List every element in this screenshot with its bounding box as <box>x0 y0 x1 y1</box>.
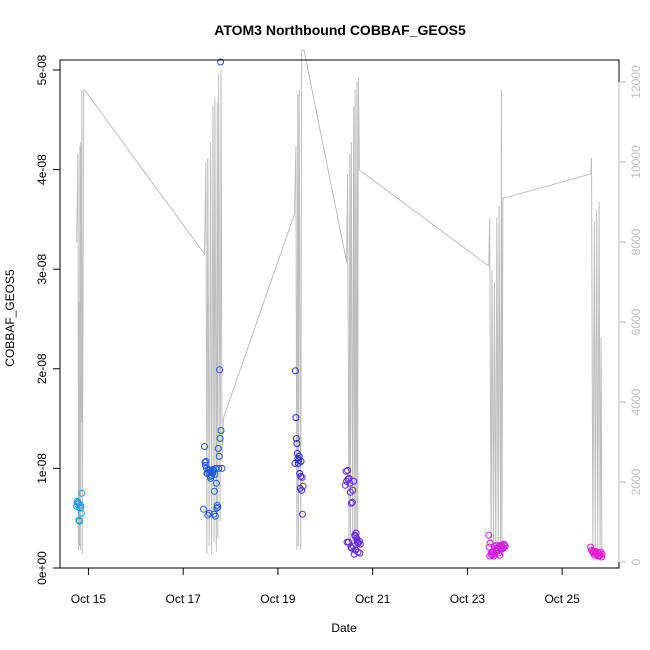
scatter-point <box>347 499 355 507</box>
scatter-point <box>492 546 500 554</box>
y2-tick-label: 2000 <box>629 468 643 495</box>
scatter-point <box>77 503 85 511</box>
scatter-point <box>341 481 349 489</box>
scatter-point <box>349 486 357 494</box>
scatter-point <box>500 541 508 549</box>
x-tick-label: Oct 17 <box>165 592 201 606</box>
x-tick-label: Oct 15 <box>71 592 107 606</box>
scatter-point <box>213 504 221 512</box>
scatter-point <box>297 457 305 465</box>
y-axis-right: 0 2000 4000 6000 8000 10000 12000 <box>618 65 643 565</box>
x-tick-label: Oct 21 <box>355 592 391 606</box>
scatter-point <box>210 487 218 495</box>
scatter-point <box>348 498 356 506</box>
scatter-point <box>75 499 82 507</box>
scatter-point <box>291 367 299 375</box>
scatter-point <box>352 529 360 537</box>
scatter-point <box>348 544 356 552</box>
scatter-point <box>485 531 493 539</box>
scatter-point <box>216 435 224 442</box>
scatter-point <box>210 510 218 518</box>
y2-tick-label: 10000 <box>629 145 643 179</box>
scatter-point <box>291 459 299 467</box>
scatter-point <box>216 366 224 374</box>
scatter-point <box>200 505 207 513</box>
scatter-point <box>342 467 350 475</box>
y2-tick-label: 4000 <box>629 388 643 415</box>
scatter-point <box>205 509 213 517</box>
scatter-point <box>217 58 225 66</box>
scatter-series <box>73 58 606 561</box>
scatter-point <box>596 552 604 560</box>
y-axis-label: COBBAF_GEOS5 <box>3 269 17 367</box>
scatter-point <box>356 549 364 557</box>
scatter-point <box>299 510 306 518</box>
scatter-point <box>201 443 208 450</box>
scatter-point <box>212 479 220 487</box>
scatter-point <box>356 540 364 548</box>
scatter-point <box>346 479 354 487</box>
scatter-point <box>350 550 358 558</box>
y-tick-label: 5e-08 <box>35 54 49 85</box>
x-tick-label: Oct 19 <box>260 592 296 606</box>
scatter-point <box>211 512 219 520</box>
scatter-point <box>486 539 494 547</box>
y2-tick-label: 12000 <box>629 65 643 99</box>
scatter-point <box>73 497 81 505</box>
scatter-point <box>210 465 217 473</box>
scatter-point <box>345 538 352 546</box>
y2-tick-label: 6000 <box>629 308 643 335</box>
scatter-point <box>75 517 83 525</box>
scatter-point <box>353 534 361 542</box>
scatter-point <box>203 469 211 477</box>
scatter-point <box>78 489 86 497</box>
scatter-point <box>202 464 210 472</box>
plot-frame <box>59 59 620 569</box>
x-axis-label: Date <box>331 621 357 635</box>
chart-title: ATOM3 Northbound COBBAF_GEOS5 <box>214 22 466 38</box>
scatter-point <box>217 427 225 434</box>
y-tick-label: 4e-08 <box>35 154 49 185</box>
scatter-point <box>297 472 305 480</box>
scatter-point <box>214 503 222 511</box>
x-axis: Oct 15 Oct 17 Oct 19 Oct 21 Oct 23 Oct 25 <box>71 567 580 606</box>
scatter-point <box>351 532 359 540</box>
scatter-point <box>298 486 306 494</box>
scatter-point <box>214 445 222 452</box>
scatter-point <box>344 466 352 474</box>
scatter-point <box>350 477 358 485</box>
scatter-point <box>292 414 300 422</box>
scatter-point <box>488 548 496 556</box>
y2-tick-label: 0 <box>629 558 643 565</box>
scatter-point <box>293 440 301 447</box>
y-tick-label: 2e-08 <box>35 353 49 384</box>
y2-tick-label: 8000 <box>629 228 643 255</box>
scatter-point <box>204 511 212 519</box>
scatter-point <box>215 452 223 460</box>
altitude-series <box>76 49 603 555</box>
scatter-point <box>202 457 210 465</box>
y-tick-label: 0e+00 <box>35 551 49 585</box>
y-tick-label: 1e-08 <box>35 453 49 484</box>
scatter-point <box>292 435 300 442</box>
scatter-point <box>298 473 306 481</box>
scatter-point <box>494 544 502 552</box>
y-axis-left: 0e+00 1e-08 2e-08 3e-08 4e-08 5e-08 <box>35 54 60 585</box>
scatter-point <box>218 464 226 472</box>
x-tick-label: Oct 23 <box>450 592 486 606</box>
y-tick-label: 3e-08 <box>35 254 49 285</box>
scatter-point <box>299 482 307 490</box>
x-tick-label: Oct 25 <box>544 592 580 606</box>
altitude-line <box>76 49 603 555</box>
